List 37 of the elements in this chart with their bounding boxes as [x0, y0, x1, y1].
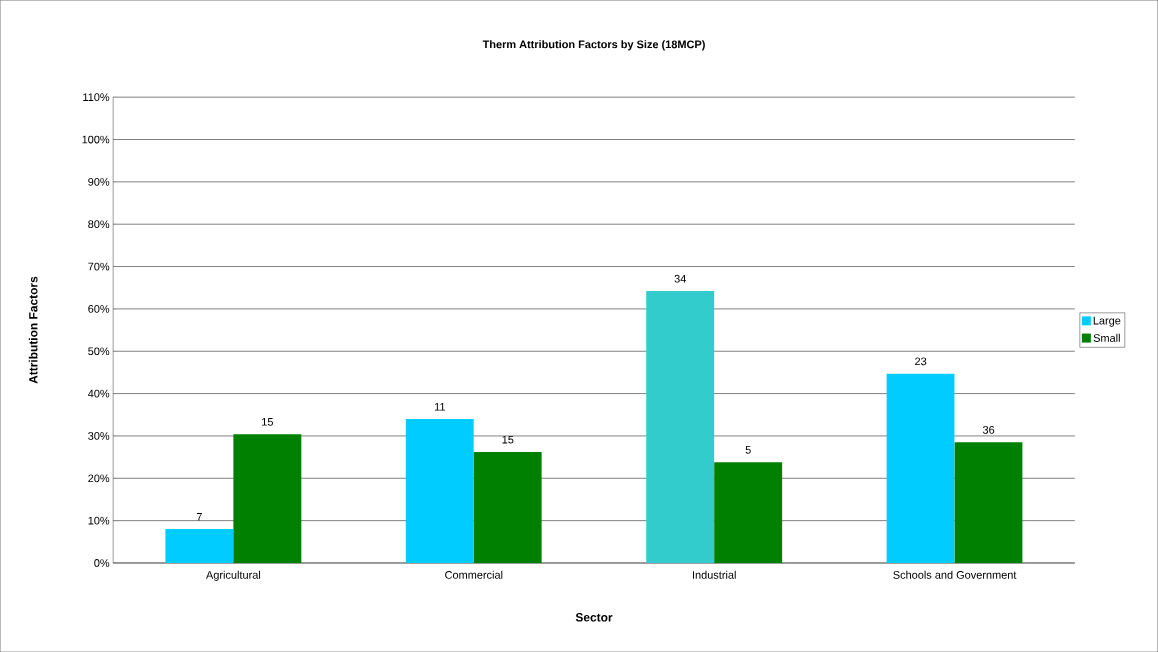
annotation: 23: [915, 357, 927, 366]
y-tick-label: 40%: [87, 389, 110, 398]
annotation: 15: [262, 418, 273, 426]
y-tick-label: 100%: [82, 135, 110, 144]
y-tick-label: 30%: [88, 432, 110, 440]
annotation: 11: [434, 402, 445, 411]
bar: [714, 462, 783, 563]
y-tick-label: 0%: [94, 559, 110, 567]
legend-label: Large: [1093, 316, 1121, 327]
bar: [954, 442, 1023, 563]
annotation: 36: [982, 425, 995, 434]
y-tick-label: 60%: [88, 304, 110, 313]
bar: [646, 291, 715, 563]
y-tick-label: 70%: [88, 262, 110, 271]
chart-title: Therm Attribution Factors by Size (18MCP): [482, 40, 705, 51]
annotation: 34: [674, 274, 686, 283]
y-tick-label: 90%: [88, 177, 110, 186]
annotation: 5: [745, 445, 751, 454]
x-tick-label: Agricultural: [206, 570, 261, 581]
x-tick-label: Industrial: [693, 570, 736, 579]
y-tick-label: 50%: [88, 347, 110, 356]
bar: [886, 373, 955, 563]
x-tick-label: Commercial: [445, 570, 503, 579]
x-tick-label: Schools and Government: [893, 570, 1017, 579]
bar: [165, 529, 234, 563]
bar: [473, 451, 542, 563]
bar: [233, 434, 302, 563]
annotation: 7: [196, 512, 202, 521]
y-tick-label: 110%: [83, 93, 110, 101]
y-tick-label: 80%: [88, 220, 110, 228]
annotation: 15: [502, 435, 514, 444]
legend-label: Small: [1093, 333, 1120, 342]
y-axis-title: Attribution Factors: [28, 276, 38, 384]
y-tick-label: 10%: [88, 516, 110, 525]
bar: [405, 418, 474, 563]
y-tick-label: 20%: [88, 474, 110, 483]
x-axis-title: Sector: [575, 613, 613, 622]
